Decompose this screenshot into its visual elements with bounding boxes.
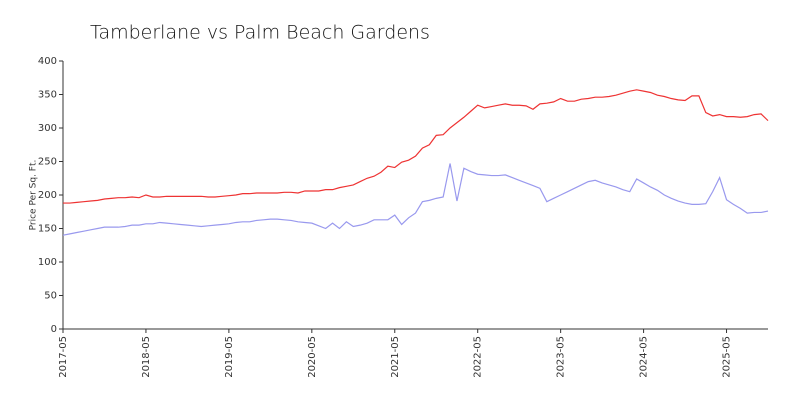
y-tick-label: 350 [38, 90, 57, 101]
x-tick-label: 2020-05 [307, 336, 318, 378]
y-tick-label: 150 [38, 224, 57, 235]
series-line [63, 89, 769, 204]
x-tick-label: 2022-05 [473, 336, 484, 378]
x-tick-label: 2018-05 [141, 336, 152, 378]
x-tick-label: 2019-05 [224, 336, 235, 378]
y-tick-label: 50 [44, 291, 57, 302]
y-tick-label: 0 [51, 324, 57, 335]
series-line [62, 163, 769, 236]
x-tick-label: 2017-05 [58, 336, 69, 378]
x-tick-label: 2024-05 [639, 336, 650, 378]
y-tick-label: 250 [38, 157, 57, 168]
y-tick-label: 100 [38, 257, 57, 268]
y-axis-label: Price Per Sq. Ft. [29, 160, 39, 231]
y-tick-label: 400 [38, 56, 57, 67]
y-tick-label: 300 [38, 123, 57, 134]
chart-title: Tamberlane vs Palm Beach Gardens [90, 22, 430, 44]
x-tick-label: 2025-05 [722, 336, 733, 378]
x-tick-label: 2021-05 [390, 336, 401, 378]
y-tick-label: 200 [38, 190, 57, 201]
x-tick-label: 2023-05 [556, 336, 567, 378]
